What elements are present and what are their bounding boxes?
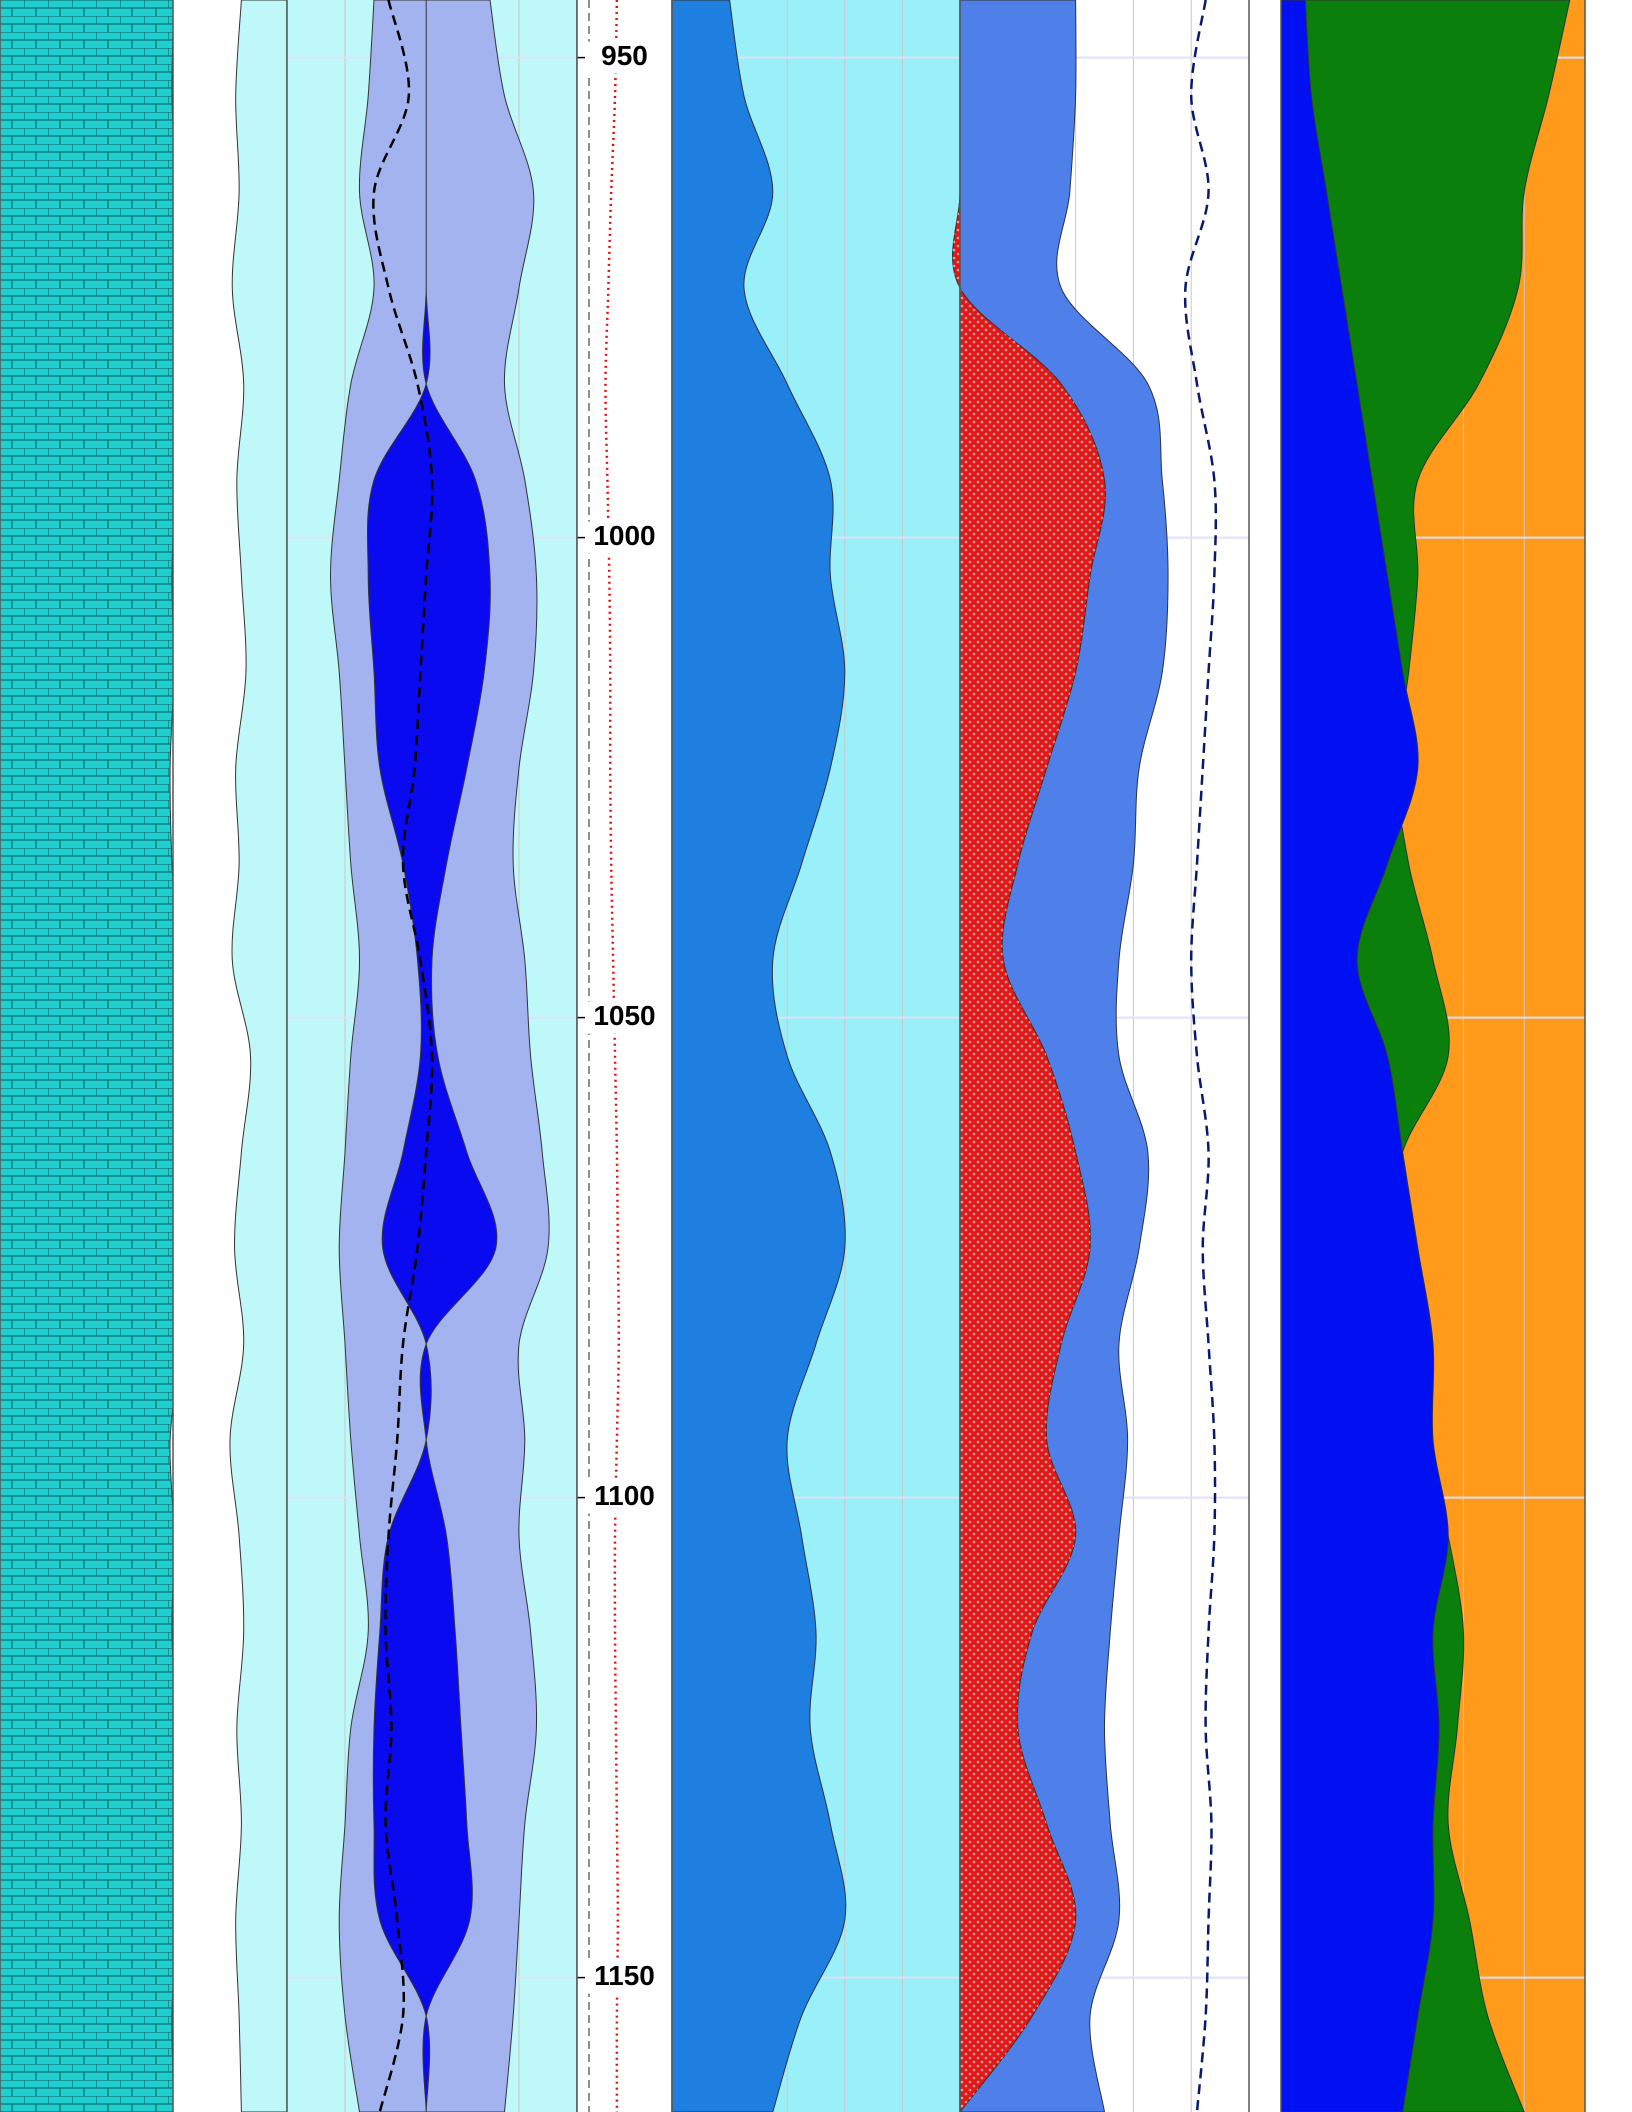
depth-label: 1150 [594,1960,655,1991]
depth-label: 950 [601,40,648,71]
depth-label: 1050 [593,1000,655,1031]
track [286,0,578,2112]
track [671,0,961,2112]
track-background [577,0,672,2112]
log-fill [1280,0,1449,2112]
log-fill-pattern [952,0,1106,2112]
depth-label: 1100 [594,1480,655,1511]
track [952,0,1250,2112]
log-curve [604,0,621,2112]
log-fill-pattern [0,0,184,2112]
depth-label-background [585,521,664,554]
track [1280,0,1586,2112]
track: 950 1000 1050 1100 1150 [576,0,673,2112]
log-fill [671,0,847,2112]
log-fill [229,0,288,2112]
depth-label-background [585,1481,664,1514]
depth-label-background [585,1001,664,1034]
log-curve [1183,0,1218,2112]
depth-label-background [585,41,664,74]
track [0,0,190,2112]
depth-label-background [585,1961,664,1994]
track [172,0,288,2112]
depth-label: 1000 [593,520,655,551]
